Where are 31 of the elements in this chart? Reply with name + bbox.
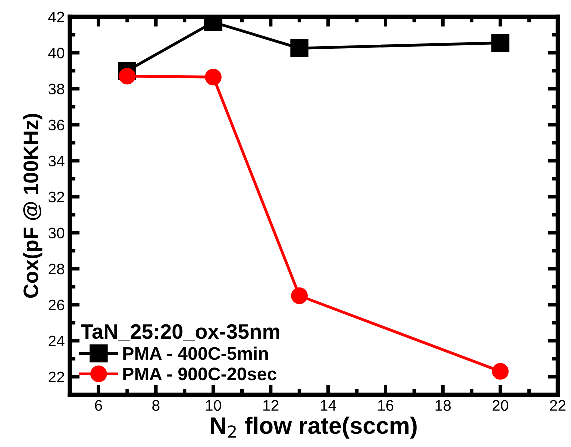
point [290,39,309,58]
legend-title: TaN_25:20_ox-35nm [81,324,280,342]
point [205,68,222,86]
y-tick-label: 38 [48,84,64,95]
legend-label: PMA - 400C-5min [124,346,268,360]
x-tick-label: 20 [492,400,508,412]
y-tick-label: 28 [48,264,64,275]
y-tick-label: 42 [48,12,64,23]
x-tick-label: 18 [436,400,452,412]
legend-label: PMA - 900C-20sec [124,368,277,381]
y-tick-label: 30 [48,228,65,239]
y-axis-title: Cox(pF @ 100KHz) [23,114,43,298]
x-tick-label: 8 [152,400,160,412]
x-tick-label: 10 [206,400,222,412]
point [119,68,136,85]
y-tick-label: 24 [48,336,65,347]
x-tick-label: 12 [264,400,279,411]
y-tick-label: 32 [48,192,64,203]
point [291,288,308,304]
x-axis-title: N$_{2}$ flow rate(sccm) [211,416,417,439]
y-tick-label: 36 [48,120,64,131]
y-tick-label: 40 [48,48,65,59]
y-tick-label: 26 [48,300,64,311]
y-tick-label: 22 [48,372,64,383]
point [492,363,509,380]
point [492,34,510,52]
x-tick-label: 22 [550,400,566,411]
y-tick-label: 34 [48,156,65,167]
x-tick-label: 16 [378,400,394,412]
x-tick-label: 6 [95,400,102,412]
x-tick-label: 14 [321,400,336,411]
